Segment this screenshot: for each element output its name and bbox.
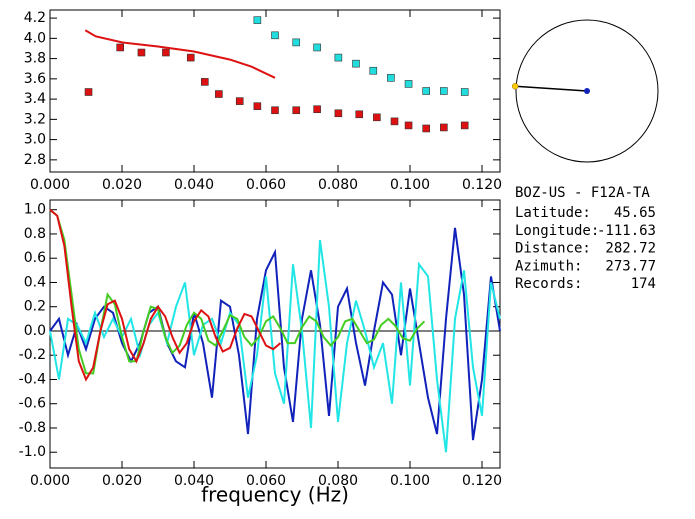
data-point — [460, 121, 469, 130]
data-line — [49, 208, 282, 382]
azimuth-circle — [515, 19, 659, 163]
azimuth-line — [515, 85, 588, 92]
x-tick-label: 0.000 — [30, 177, 70, 193]
y-tick-label: 4.0 — [24, 30, 46, 46]
y-tick-label: 0.0 — [24, 323, 46, 339]
y-tick-label: 2.8 — [24, 152, 46, 168]
info-label: Azimuth: — [515, 258, 582, 274]
info-label: Latitude: — [515, 205, 591, 221]
y-tick-label: 3.0 — [24, 132, 46, 148]
data-point — [84, 88, 93, 96]
x-axis-label: frequency (Hz) — [201, 483, 349, 507]
x-tick-label: 0.100 — [390, 473, 430, 489]
y-tick-label: 3.8 — [24, 51, 46, 67]
data-point — [460, 88, 469, 96]
data-point — [387, 74, 395, 82]
data-point — [404, 121, 413, 130]
data-point — [292, 38, 301, 47]
x-tick-label: 0.040 — [174, 177, 214, 193]
info-value: -111.63 — [597, 223, 656, 239]
data-point — [271, 106, 279, 115]
data-point — [313, 105, 321, 114]
info-value: 273.77 — [605, 258, 656, 274]
y-tick-label: 1.0 — [24, 202, 46, 218]
station-dot — [511, 83, 519, 90]
x-tick-label: 0.080 — [318, 177, 358, 193]
plot-frame — [49, 9, 501, 173]
data-point — [235, 97, 244, 105]
data-point — [373, 113, 381, 122]
data-point — [352, 59, 360, 68]
x-tick-label: 0.120 — [462, 177, 502, 193]
data-point — [253, 16, 262, 24]
data-point — [369, 66, 378, 75]
x-tick-label: 0.020 — [102, 177, 142, 193]
data-point — [334, 53, 343, 62]
info-label: Longitude: — [515, 223, 599, 239]
x-tick-label: 0.000 — [30, 473, 70, 489]
x-tick-label: 0.020 — [102, 473, 142, 489]
y-tick-label: 0.2 — [24, 299, 46, 315]
y-tick-label: 0.8 — [24, 226, 46, 242]
y-tick-label: -0.2 — [19, 347, 46, 363]
x-tick-label: 0.040 — [174, 473, 214, 489]
data-point — [271, 31, 279, 40]
data-point — [162, 48, 170, 57]
data-point — [292, 106, 301, 115]
x-tick-label: 0.120 — [462, 473, 502, 489]
data-point — [390, 117, 399, 126]
data-point — [404, 80, 413, 88]
y-tick-label: 4.2 — [24, 10, 46, 26]
data-point — [440, 123, 448, 132]
info-value: 282.72 — [605, 241, 656, 257]
data-point — [186, 53, 195, 62]
x-tick-label: 0.060 — [246, 177, 286, 193]
y-tick-label: -0.4 — [19, 371, 46, 387]
info-value: 174 — [631, 276, 656, 292]
data-point — [440, 87, 448, 95]
y-tick-label: -0.8 — [19, 420, 46, 436]
data-point — [201, 78, 209, 86]
info-value: 45.65 — [614, 205, 656, 221]
source-dot — [584, 88, 590, 94]
station-name: BOZ-US - F12A-TA — [515, 185, 650, 201]
data-line — [49, 239, 501, 453]
y-tick-label: 3.2 — [24, 111, 46, 127]
x-tick-label: 0.080 — [318, 473, 358, 489]
data-point — [215, 90, 223, 98]
data-point — [253, 102, 262, 110]
data-point — [313, 43, 321, 52]
x-tick-label: 0.100 — [390, 177, 430, 193]
y-tick-label: 0.4 — [24, 274, 46, 290]
data-point — [422, 124, 431, 133]
data-point — [137, 48, 146, 57]
data-point — [422, 87, 431, 95]
data-point — [334, 109, 343, 118]
data-point — [116, 43, 124, 52]
x-tick-label: 0.060 — [246, 473, 286, 489]
y-tick-label: 0.6 — [24, 250, 46, 266]
y-tick-label: -1.0 — [19, 444, 46, 460]
data-line — [84, 29, 276, 79]
y-tick-label: 3.4 — [24, 91, 46, 107]
info-label: Records: — [515, 276, 582, 292]
y-tick-label: -0.6 — [19, 396, 46, 412]
y-tick-label: 3.6 — [24, 71, 46, 87]
data-point — [355, 110, 364, 119]
info-label: Distance: — [515, 241, 591, 257]
